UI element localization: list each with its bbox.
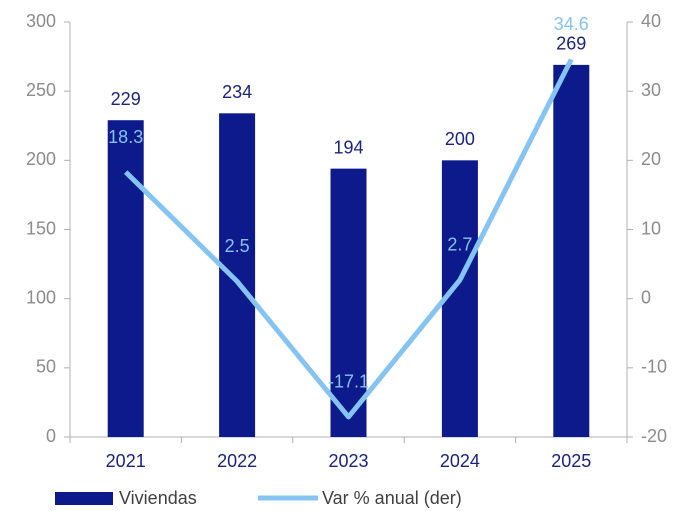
line-value-label: 2.5 bbox=[225, 236, 250, 256]
legend-label: Viviendas bbox=[119, 488, 197, 508]
y-tick-label: 300 bbox=[26, 11, 56, 31]
y2-tick-label: 0 bbox=[641, 287, 651, 307]
bar bbox=[330, 168, 367, 437]
bar bbox=[107, 120, 144, 437]
y2-tick-label: 40 bbox=[641, 11, 661, 31]
line bbox=[123, 58, 574, 420]
y-tick-label: 50 bbox=[36, 357, 56, 377]
x-tick-label: 2021 bbox=[106, 451, 146, 471]
bar bbox=[553, 64, 590, 437]
x-tick-label: 2025 bbox=[551, 451, 591, 471]
bar bbox=[219, 113, 256, 438]
y2-tick-label: 30 bbox=[641, 80, 661, 100]
y-tick-label: 150 bbox=[26, 218, 56, 238]
line-value-label: 18.3 bbox=[108, 127, 143, 147]
x-tick-label: 2023 bbox=[328, 451, 368, 471]
y-tick-label: 250 bbox=[26, 80, 56, 100]
y2-tick-label: -10 bbox=[641, 357, 667, 377]
x-tick-label: 2022 bbox=[217, 451, 257, 471]
legend-swatch bbox=[55, 492, 113, 505]
bar-value-label: 269 bbox=[556, 34, 586, 54]
line-value-label: 34.6 bbox=[554, 14, 589, 34]
y2-tick-label: 20 bbox=[641, 149, 661, 169]
y-tick-label: 0 bbox=[46, 426, 56, 446]
y-tick-label: 100 bbox=[26, 287, 56, 307]
y2-tick-label: -20 bbox=[641, 426, 667, 446]
bar-value-label: 234 bbox=[222, 82, 252, 102]
y-tick-label: 200 bbox=[26, 149, 56, 169]
bar-value-label: 200 bbox=[445, 129, 475, 149]
legend-label: Var % anual (der) bbox=[322, 488, 462, 508]
bar-value-label: 229 bbox=[111, 89, 141, 109]
line-value-label: 2.7 bbox=[447, 235, 472, 255]
y2-tick-label: 10 bbox=[641, 218, 661, 238]
x-tick-label: 2024 bbox=[440, 451, 480, 471]
line-value-label: -17.1 bbox=[328, 372, 369, 392]
bar-value-label: 194 bbox=[333, 137, 363, 157]
